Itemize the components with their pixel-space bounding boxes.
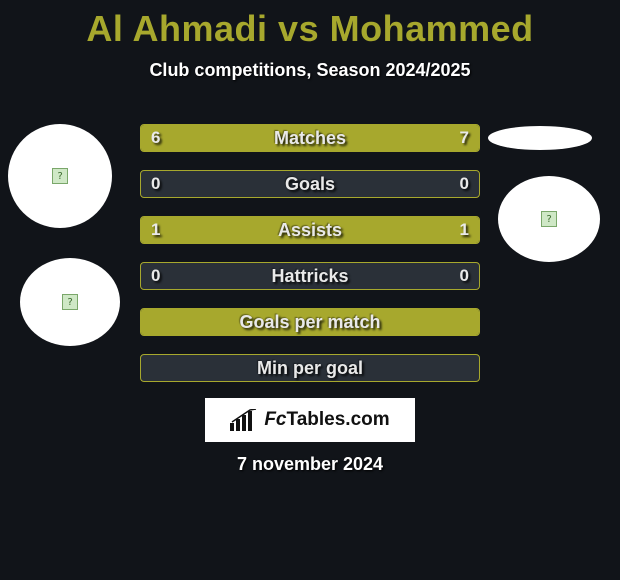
bar-fill-left xyxy=(141,217,310,243)
stat-bar: Goals per match xyxy=(140,308,480,336)
page-subtitle: Club competitions, Season 2024/2025 xyxy=(0,60,620,81)
bar-label: Goals xyxy=(141,171,479,197)
bar-value-right: 0 xyxy=(460,263,469,289)
bar-value-right: 7 xyxy=(460,125,469,151)
placeholder-icon xyxy=(62,294,78,310)
stat-bar: Min per goal xyxy=(140,354,480,382)
bar-value-right: 0 xyxy=(460,171,469,197)
stat-bars-container: 67Matches00Goals11Assists00HattricksGoal… xyxy=(140,124,480,400)
avatar-right-ell xyxy=(488,126,592,150)
avatar-left-top xyxy=(8,124,112,228)
bar-fill-left xyxy=(141,309,479,335)
bar-value-left: 0 xyxy=(151,171,160,197)
bar-label: Min per goal xyxy=(141,355,479,381)
avatar-left-bot xyxy=(20,258,120,346)
bar-value-left: 0 xyxy=(151,263,160,289)
stat-bar: 0 0Hattricks xyxy=(140,262,480,290)
footer-date: 7 november 2024 xyxy=(0,454,620,475)
placeholder-icon xyxy=(541,211,557,227)
stat-bar: 67Matches xyxy=(140,124,480,152)
bar-value-left: 6 xyxy=(151,125,160,151)
placeholder-icon xyxy=(52,168,68,184)
brand-text: FcTables.com xyxy=(264,409,389,431)
comparison-infographic: Al Ahmadi vs Mohammed Club competitions,… xyxy=(0,0,620,580)
avatar-right-circ xyxy=(498,176,600,262)
bar-fill-right xyxy=(296,125,479,151)
brand-badge: FcTables.com xyxy=(205,398,415,442)
bar-value-right: 1 xyxy=(460,217,469,243)
bar-fill-left xyxy=(141,125,296,151)
brand-chart-icon xyxy=(230,409,258,431)
bar-label: Hattricks xyxy=(141,263,479,289)
stat-bar: 11Assists xyxy=(140,216,480,244)
bar-value-left: 1 xyxy=(151,217,160,243)
brand-right: Tables.com xyxy=(287,409,390,430)
page-title: Al Ahmadi vs Mohammed xyxy=(0,0,620,50)
stat-bar: 0 0Goals xyxy=(140,170,480,198)
brand-left: Fc xyxy=(264,409,286,430)
bar-fill-right xyxy=(310,217,479,243)
